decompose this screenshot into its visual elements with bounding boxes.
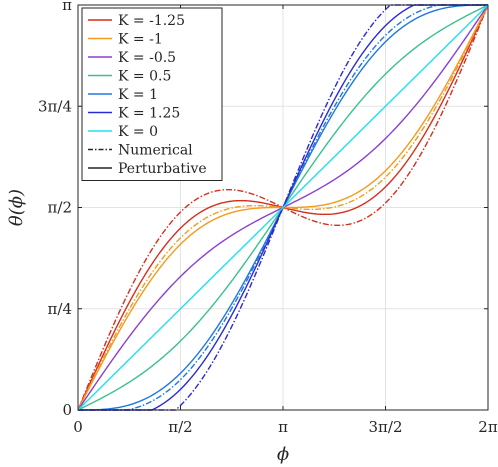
y-axis-label: θ(ϕ) [6,189,27,226]
legend-label: K = 0 [118,124,158,140]
y-tick-label: 0 [62,401,72,419]
x-tick-label: 3π/2 [369,418,403,436]
legend-label: K = 1 [118,87,158,103]
legend-label: K = 0.5 [118,69,171,85]
x-tick-labels: 0 π/2 π 3π/2 2π [73,418,498,436]
y-tick-label: π [62,0,72,14]
x-tick-label: 0 [73,418,83,436]
legend-label: Perturbative [118,161,207,177]
legend-label: Numerical [118,143,193,159]
y-tick-label: 3π/4 [38,97,72,115]
y-tick-label: π/4 [48,300,72,318]
axis-ticks [77,4,489,411]
legend-label: K = -0.5 [118,50,176,66]
x-tick-label: π [278,418,288,436]
y-tick-label: π/2 [48,199,72,217]
y-tick-labels: 0 π/4 π/2 3π/4 π [38,0,72,419]
x-tick-label: π/2 [168,418,192,436]
x-tick-label: 2π [478,418,498,436]
perturbative-curve [77,4,489,411]
legend-label: K = -1.25 [118,13,185,29]
legend: K = -1.25 K = -1 K = -0.5 K = 0.5 K = 1 K = 1… [81,7,223,181]
legend-label: K = -1 [118,32,163,48]
x-axis-label: ϕ [277,444,289,465]
legend-label: K = 1.25 [118,106,180,122]
